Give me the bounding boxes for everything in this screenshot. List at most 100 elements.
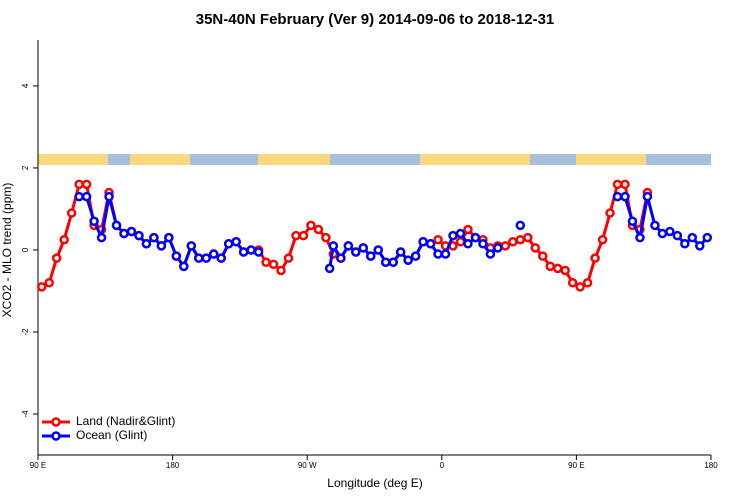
chart-title: 35N-40N February (Ver 9) 2014-09-06 to 2… [196,11,555,28]
point [283,253,294,263]
map-strip [38,154,711,165]
legend-marker [51,431,61,441]
point [642,191,653,202]
point [515,220,526,231]
point [463,224,473,235]
point [433,234,443,245]
point [208,249,219,259]
x-tick-label: 90 W [298,461,317,470]
point [612,179,623,190]
point [493,243,503,253]
point [597,234,608,245]
land-strip [258,154,330,165]
x-tick-label: 0 [440,461,445,470]
point [395,247,406,257]
point [246,245,256,255]
y-tick-label: -4 [21,410,30,418]
land-strip [420,154,530,165]
x-tick-label: 90 E [568,461,584,470]
point [552,263,563,274]
ocean-strip [38,154,711,165]
point [672,230,683,241]
point [156,241,167,251]
point [620,179,630,190]
point [575,282,585,292]
point [545,261,555,272]
point [440,249,451,259]
x-tick-label: 180 [704,461,718,470]
point [635,232,645,243]
point [321,232,331,243]
point [253,247,264,257]
point [560,265,570,276]
point [44,278,54,288]
x-tick-label: 180 [166,461,180,470]
point [403,255,413,265]
point [231,237,241,247]
point [276,265,286,276]
point [134,230,144,241]
point [582,278,593,288]
point [74,191,84,202]
point [291,230,301,241]
point [186,241,197,251]
y-axis-label: XCO2 - MLO trend (ppm) [0,183,14,318]
point [66,208,77,218]
point [358,243,369,253]
point [657,228,668,239]
point [306,220,316,231]
point [425,239,436,249]
point [81,179,92,190]
y-tick-label: -2 [21,328,30,336]
point [455,228,466,239]
point [515,234,526,245]
point [470,232,481,243]
point [149,232,159,243]
y-tick-label: 4 [21,83,30,88]
point [126,226,137,237]
point [164,232,174,243]
point [89,216,99,227]
point [433,249,443,259]
point [530,243,541,253]
point [665,226,675,237]
point [36,282,47,292]
y-tick-label: 2 [21,165,30,170]
point [508,237,518,247]
legend-marker [51,417,61,427]
point [410,251,421,261]
x-tick-label: 90 E [30,461,46,470]
point [366,251,376,261]
point [650,220,660,231]
point [74,179,84,190]
point [418,237,428,247]
point [51,253,62,263]
land-strip [576,154,646,165]
point [313,224,324,235]
point [485,249,496,259]
point [627,216,638,227]
point [567,278,578,288]
point [373,245,383,255]
point [523,232,533,243]
point [201,253,211,263]
point [179,261,189,272]
point [612,191,623,202]
point [590,253,600,263]
x-axis-label: Longitude (deg E) [327,476,422,490]
point [687,232,698,243]
point [324,263,335,274]
point [141,239,152,249]
point [620,191,630,202]
point [238,247,249,257]
point [695,241,705,251]
point [223,239,234,249]
point [268,259,279,270]
y-tick-label: 0 [21,247,30,252]
legend-label: Land (Nadir&Glint) [76,414,175,428]
point [463,239,473,249]
point [336,253,346,263]
point [111,220,122,231]
point [380,257,391,268]
